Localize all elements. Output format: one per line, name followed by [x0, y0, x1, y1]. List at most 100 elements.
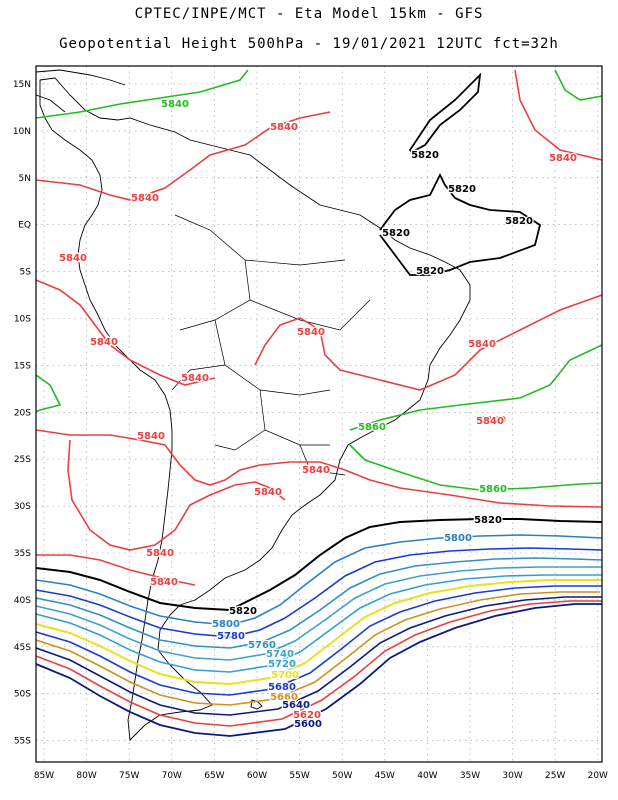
contour-label: 5840	[302, 465, 330, 476]
contour-label: 5840	[549, 153, 577, 164]
contour-5680	[35, 585, 602, 696]
lon-tick-label: 20W	[588, 771, 608, 781]
contour-label: 5820	[505, 216, 533, 227]
title-line-1: CPTEC/INPE/MCT - Eta Model 15km - GFS	[134, 6, 484, 22]
lon-tick-label: 80W	[76, 771, 96, 781]
contour-label: 5840	[131, 193, 159, 204]
contour-label: 5840	[478, 415, 506, 426]
lat-tick-label: 25S	[14, 455, 31, 465]
contour-5840-west	[35, 279, 216, 386]
contour-5660	[35, 591, 600, 706]
contour-5700	[35, 579, 602, 686]
lon-tick-label: 30W	[502, 771, 522, 781]
contour-label: 5780	[217, 631, 245, 642]
title-line-2: Geopotential Height 500hPa - 19/01/2021 …	[59, 36, 559, 52]
lat-tick-label: 55S	[14, 737, 31, 747]
lat-tick-label: 10N	[13, 127, 31, 137]
contour-label: 5820	[229, 606, 257, 617]
lat-tick-label: 50S	[14, 690, 31, 700]
lat-tick-label: 35S	[14, 549, 31, 559]
contour-5860-atlantic	[349, 344, 603, 431]
contour-5720	[35, 574, 602, 673]
central-america-coast	[35, 69, 126, 113]
contour-label: 5840	[90, 337, 118, 348]
contour-label: 5820	[411, 150, 439, 161]
map-frame	[35, 65, 603, 763]
lat-tick-label: 10S	[14, 315, 31, 325]
contour-label: 5660	[270, 692, 298, 703]
contour-label: 5840	[254, 487, 282, 498]
contour-label: 5820	[448, 184, 476, 195]
lat-tick-label: 30S	[14, 502, 31, 512]
contour-label: 5840	[270, 122, 298, 133]
contour-label: 5840	[137, 431, 165, 442]
contour-5820	[35, 518, 603, 612]
contour-label: 5620	[293, 710, 321, 721]
contour-label: 5820	[474, 515, 502, 526]
lon-tick-label: 60W	[247, 771, 267, 781]
contour-label: 5720	[268, 659, 296, 670]
height-contours	[35, 69, 603, 737]
contour-label: 5840	[297, 327, 325, 338]
contour-label: 5840	[181, 373, 209, 384]
lon-tick-label: 35W	[460, 771, 480, 781]
contour-5840-bolivia	[254, 294, 603, 391]
lon-tick-label: 45W	[375, 771, 395, 781]
lat-tick-label: 5S	[20, 268, 32, 278]
contour-5840-north	[35, 111, 331, 201]
contour-5860-south	[35, 374, 62, 413]
lon-tick-label: 75W	[119, 771, 139, 781]
contour-5820-north	[408, 72, 482, 154]
lon-tick-label: 50W	[332, 771, 352, 781]
contour-label: 5840	[161, 99, 189, 110]
contour-5780	[35, 547, 603, 638]
contour-label: 5860	[479, 484, 507, 495]
lon-tick-label: 25W	[545, 771, 565, 781]
contour-5640	[35, 596, 602, 716]
contour-5860-ne	[554, 69, 603, 101]
contour-label: 5740	[266, 649, 294, 660]
contour-label: 5840	[59, 253, 87, 264]
lon-tick-label: 40W	[417, 771, 437, 781]
contour-label: 5680	[268, 682, 296, 693]
contour-label: 5800	[212, 619, 240, 630]
lat-lon-grid	[36, 66, 602, 762]
contour-label: 5600	[294, 719, 322, 730]
contour-label: 5840	[468, 339, 496, 350]
contour-label: 5820	[416, 266, 444, 277]
lat-tick-label: 40S	[14, 596, 31, 606]
longitude-tick-labels: 85W 80W 75W 70W 65W 60W 55W 50W 45W 40W 35W 30W 25W 2…	[34, 771, 608, 781]
contour-5740	[35, 566, 602, 661]
contour-5840-sw	[35, 429, 603, 508]
contour-5840-ne	[514, 69, 603, 161]
south-america-coast	[39, 77, 471, 741]
coastline-layer	[35, 69, 471, 741]
contour-5860-north	[35, 69, 249, 119]
lat-tick-label: 15N	[13, 80, 31, 90]
lat-tick-label: 20S	[14, 408, 31, 418]
lon-tick-label: 70W	[162, 771, 182, 781]
contour-labels: 5840 5840 5820 5840 5820 5840 5820 5820 5840 5820…	[58, 98, 578, 732]
contour-label: 5840	[150, 577, 178, 588]
contour-5840-south	[36, 554, 196, 586]
contour-5860-lower	[349, 444, 603, 491]
latitude-tick-labels: 15N 10N 5N EQ 5S 10S 15S 20S 25S 30S 35S 40S 45S 50S 5…	[13, 80, 31, 747]
lon-tick-label: 85W	[34, 771, 54, 781]
contour-5840-chile	[67, 439, 286, 551]
contour-label: 5800	[444, 533, 472, 544]
contour-5760	[35, 557, 603, 649]
contour-label: 5840	[476, 416, 504, 427]
lat-tick-label: 5N	[19, 174, 31, 184]
lon-tick-label: 65W	[204, 771, 224, 781]
contour-5620	[35, 600, 602, 727]
contour-5800	[35, 534, 603, 626]
contour-label: 5840	[146, 548, 174, 559]
contour-label: 5820	[382, 228, 410, 239]
contour-label: 5860	[358, 422, 386, 433]
lat-tick-label: 45S	[14, 643, 31, 653]
contour-5600	[35, 603, 602, 737]
contour-5820-trough	[379, 172, 542, 276]
lon-tick-label: 55W	[289, 771, 309, 781]
country-borders	[171, 214, 371, 476]
